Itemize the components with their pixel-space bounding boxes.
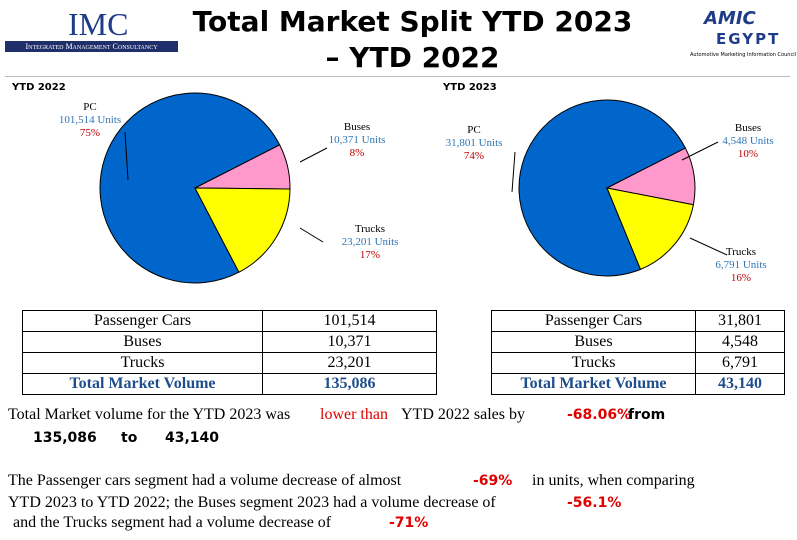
slice-value-label: 6,791 Units xyxy=(715,259,766,271)
leader-line xyxy=(124,131,129,181)
cell: 10,371 xyxy=(262,331,437,353)
cell: 31,801 xyxy=(695,310,785,332)
cell: 6,791 xyxy=(695,352,785,374)
slice-value-label: 23,201 Units xyxy=(342,236,399,248)
leader-line xyxy=(689,237,728,256)
slice-value-label: 31,801 Units xyxy=(446,137,503,149)
note-text: from xyxy=(628,407,666,423)
note-text: YTD 2023 to YTD 2022; the Buses segment … xyxy=(8,494,496,511)
pie-slice xyxy=(518,99,687,277)
total-cell: Total Market Volume xyxy=(22,373,263,395)
note-value: -69% xyxy=(473,473,513,489)
leader-line xyxy=(299,147,328,163)
slice-percent-label: 8% xyxy=(350,147,365,159)
total-cell: 43,140 xyxy=(695,373,785,395)
leader-line xyxy=(299,227,324,243)
slice-category: PC xyxy=(83,101,96,113)
note-value: -56.1% xyxy=(567,495,622,511)
cell: Trucks xyxy=(22,352,263,374)
slice-percent-label: 16% xyxy=(731,272,751,284)
slice-category: Buses xyxy=(735,122,761,134)
note-highlight: lower than xyxy=(320,406,388,423)
rule xyxy=(5,76,790,77)
cell: 4,548 xyxy=(695,331,785,353)
slice-value-label: 4,548 Units xyxy=(722,135,773,147)
cell: 101,514 xyxy=(262,310,437,332)
slice-value-label: 10,371 Units xyxy=(329,134,386,146)
slice-percent-label: 74% xyxy=(464,150,484,162)
note-text: YTD 2022 sales by xyxy=(401,406,525,423)
total-cell: 135,086 xyxy=(262,373,437,395)
note-value: -71% xyxy=(389,515,429,531)
logo-right-sub: Automotive Marketing Information Council xyxy=(690,52,796,58)
cell: 23,201 xyxy=(262,352,437,374)
pie-slice xyxy=(606,187,694,271)
pie-slice xyxy=(99,92,281,284)
note-value: 43,140 xyxy=(165,430,220,446)
total-cell: Total Market Volume xyxy=(491,373,696,395)
slice-category: Trucks xyxy=(355,223,385,235)
chart-title: YTD 2022 xyxy=(11,82,66,93)
cell: Trucks xyxy=(491,352,696,374)
table: Passenger Cars 101,514 Buses 10,371 Trucks… xyxy=(22,310,437,395)
title-line: Total Market Split YTD 2023 xyxy=(192,5,633,38)
logo-right-top: AMIC xyxy=(704,8,756,29)
slice-category: Buses xyxy=(344,121,370,133)
note-text: and the Trucks segment had a volume decr… xyxy=(13,514,332,531)
title: Total Market Split YTD 2023 – YTD 2022 xyxy=(190,4,635,76)
slice-percent-label: 75% xyxy=(80,127,100,139)
cell: Passenger Cars xyxy=(22,310,263,332)
logo-right-bottom: EGYPT xyxy=(716,30,781,48)
slice-percent-label: 10% xyxy=(738,148,758,160)
slice-category: PC xyxy=(467,124,480,136)
slice-value-label: 101,514 Units xyxy=(59,114,121,126)
note-text: in units, when comparing xyxy=(532,472,695,489)
slice-percent-label: 17% xyxy=(360,249,380,261)
title-line: – YTD 2022 xyxy=(325,41,500,74)
leader-line xyxy=(511,151,516,193)
note-text: Total Market volume for the YTD 2023 was xyxy=(8,406,291,423)
table: Passenger Cars 31,801 Buses 4,548 Trucks 6,… xyxy=(491,310,785,395)
logo-left-sub: Integrated Management Consultancy xyxy=(5,41,178,52)
note-value: -68.06% xyxy=(567,407,632,423)
chart-title: YTD 2023 xyxy=(442,82,497,93)
cell: Buses xyxy=(491,331,696,353)
cell: Passenger Cars xyxy=(491,310,696,332)
logo-left: IMC xyxy=(68,6,129,42)
note-value: 135,086 xyxy=(33,430,97,446)
pie-slice xyxy=(194,187,291,273)
cell: Buses xyxy=(22,331,263,353)
note-text: The Passenger cars segment had a volume … xyxy=(8,472,402,489)
slice-category: Trucks xyxy=(726,246,756,258)
leader-line xyxy=(681,141,719,161)
note-text: to xyxy=(121,430,138,446)
